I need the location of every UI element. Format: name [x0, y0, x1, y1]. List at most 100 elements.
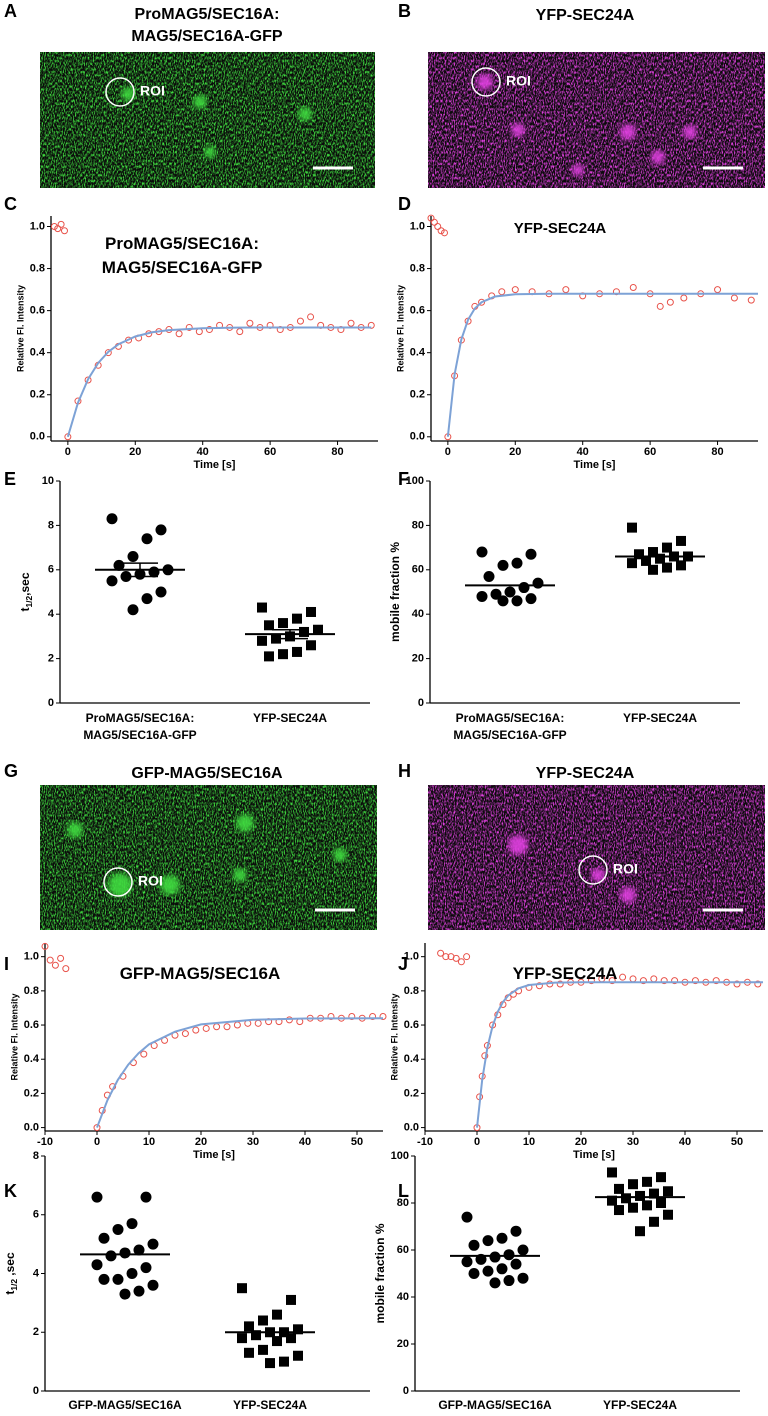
x-axis-label: Time [s] — [193, 1149, 235, 1161]
data-point — [607, 1167, 617, 1178]
data-point — [648, 564, 658, 575]
panel-letter: H — [398, 761, 411, 781]
data-point — [126, 1268, 138, 1279]
data-point — [476, 590, 488, 602]
x-tick-label: 80 — [711, 446, 723, 458]
data-point — [503, 1249, 515, 1261]
x-tick-label: 20 — [575, 1136, 587, 1148]
y-axis-label: t1/2 ,sec — [3, 1252, 19, 1295]
data-point — [299, 626, 309, 637]
data-point — [272, 1336, 282, 1347]
data-point — [54, 225, 62, 233]
data-point — [614, 1183, 624, 1194]
fluorescent-spot — [651, 150, 665, 164]
y-tick-label: 0.6 — [410, 305, 425, 317]
data-point — [126, 1218, 138, 1230]
data-point — [635, 1226, 645, 1237]
data-point — [60, 227, 68, 235]
category-label: YFP-SEC24A — [232, 1398, 308, 1412]
data-point — [461, 1211, 473, 1223]
data-point — [348, 1012, 356, 1020]
data-point — [621, 1193, 631, 1204]
data-point — [482, 1265, 494, 1277]
data-point — [106, 575, 118, 587]
data-point — [237, 1333, 247, 1344]
y-axis-label: Relative Fl. Intensity — [9, 993, 19, 1080]
x-tick-label: 0 — [474, 1136, 480, 1148]
data-point — [642, 1200, 652, 1211]
roi-circle — [578, 855, 608, 885]
data-point — [517, 1272, 529, 1284]
y-tick-label: 2 — [33, 1326, 39, 1338]
data-point — [510, 1258, 522, 1270]
data-point — [662, 562, 672, 573]
data-point — [635, 1190, 645, 1201]
panel-letter: A — [4, 1, 17, 21]
y-tick-label: 2 — [48, 653, 54, 665]
data-point — [155, 524, 167, 536]
fluorescent-spot — [333, 848, 347, 862]
data-point — [497, 595, 509, 607]
data-point — [106, 513, 118, 525]
x-axis-label: Time [s] — [573, 1149, 615, 1161]
data-point — [133, 1244, 145, 1256]
data-point — [84, 376, 92, 384]
data-point — [205, 326, 213, 334]
data-point — [504, 586, 516, 598]
data-point — [691, 977, 699, 985]
fluorescent-spot — [193, 95, 207, 109]
data-point — [628, 1202, 638, 1213]
data-point — [223, 1023, 231, 1031]
data-point — [307, 313, 315, 321]
panel-letter: C — [4, 194, 17, 214]
panel-title: YFP-SEC24A — [513, 220, 607, 237]
y-tick-label: 0 — [418, 697, 424, 709]
y-tick-label: 8 — [48, 519, 54, 531]
x-tick-label: 20 — [195, 1136, 207, 1148]
data-point — [482, 1235, 494, 1247]
x-tick-label: 50 — [351, 1136, 363, 1148]
data-point — [202, 1024, 210, 1032]
data-point — [257, 602, 267, 613]
y-axis-label: t1/2,sec — [18, 572, 34, 611]
panel-letter: D — [398, 194, 411, 214]
data-point — [246, 319, 254, 327]
y-tick-label: 40 — [397, 1291, 409, 1303]
y-tick-label: 1.0 — [410, 220, 425, 232]
data-point — [306, 606, 316, 617]
data-point — [461, 1256, 473, 1268]
data-point — [51, 961, 59, 969]
x-axis-label: Time [s] — [194, 459, 236, 471]
data-point — [680, 294, 688, 302]
y-tick-label: 0.2 — [410, 389, 425, 401]
data-point — [236, 328, 244, 336]
data-point — [213, 1023, 221, 1031]
y-tick-label: 0.8 — [404, 985, 419, 997]
fluorescent-spot — [67, 822, 83, 838]
y-tick-label: 80 — [412, 519, 424, 531]
x-tick-label: 30 — [627, 1136, 639, 1148]
micrograph-noise — [428, 785, 765, 930]
data-point — [292, 646, 302, 657]
panel-title: YFP-SEC24A — [512, 964, 618, 983]
x-tick-label: 60 — [264, 446, 276, 458]
data-point — [430, 218, 438, 226]
x-tick-label: 20 — [129, 446, 141, 458]
data-point — [649, 1216, 659, 1227]
fit-curve — [446, 292, 758, 437]
data-point — [264, 651, 274, 662]
fluorescent-spot — [572, 164, 584, 176]
x-tick-label: 80 — [331, 446, 343, 458]
panel-letter: E — [4, 469, 16, 489]
y-axis-label: mobile fraction % — [388, 542, 402, 642]
y-axis-label: Relative Fl. Intensity — [389, 993, 399, 1080]
y-tick-label: 6 — [48, 564, 54, 576]
y-tick-label: 0 — [33, 1385, 39, 1397]
data-point — [286, 1294, 296, 1305]
fluorescent-spot — [160, 875, 180, 895]
data-point — [468, 1268, 480, 1279]
data-point — [656, 1172, 666, 1183]
category-label: ProMAG5/SEC16A: MAG5/SEC16A-GFP — [453, 711, 567, 742]
x-tick-label: 60 — [644, 446, 656, 458]
